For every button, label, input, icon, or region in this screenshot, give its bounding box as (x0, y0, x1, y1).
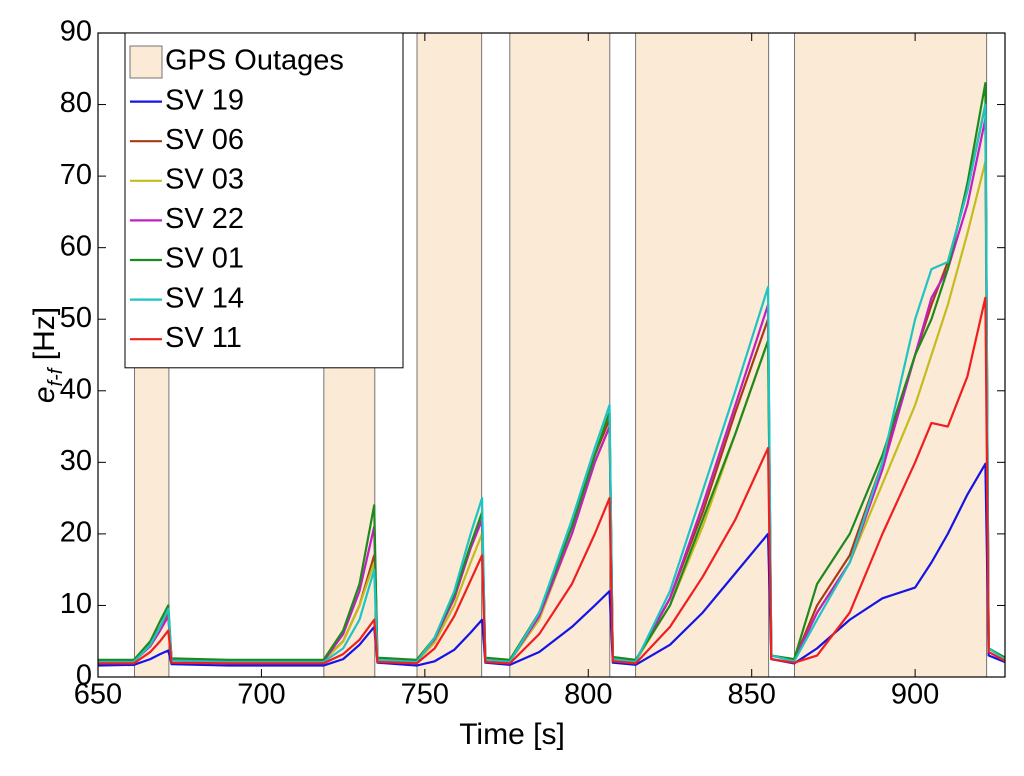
legend-label: SV 22 (165, 203, 244, 235)
plot-frame (97, 32, 1006, 678)
y-tick-label: 20 (60, 517, 92, 549)
legend-label: SV 19 (165, 84, 244, 116)
x-tick-label: 800 (564, 679, 612, 711)
axes: 650 700 750 800 850 900 0 10 20 30 40 50 60 70 80 90 (60, 16, 1006, 711)
legend-label: GPS Outages (165, 45, 344, 77)
legend-swatch (129, 45, 163, 79)
outage-region (416, 32, 483, 678)
y-tick-label: 40 (60, 373, 92, 405)
legend-label: SV 03 (165, 163, 244, 195)
x-tick-label: 900 (891, 679, 939, 711)
series-line (98, 81, 1005, 661)
lines (98, 81, 1005, 667)
x-tick-label: 650 (74, 679, 122, 711)
outage-region (509, 32, 611, 678)
x-axis-label: Time [s] (459, 718, 565, 751)
series-line (98, 296, 1005, 665)
legend: GPS Outages SV 19 SV 06 SV 03 SV 22 SV 01 SV 1… (124, 32, 404, 369)
legend-label: SV 14 (165, 282, 244, 314)
outage-regions (134, 32, 988, 678)
outage-region (635, 32, 770, 678)
y-tick-label: 80 (60, 87, 92, 119)
y-label-unit: [Hz] (28, 307, 61, 369)
y-tick-label: 90 (60, 16, 92, 48)
y-tick-label: 60 (60, 230, 92, 262)
legend-label: SV 06 (165, 124, 244, 156)
y-label-subscript: f-f (45, 366, 67, 386)
legend-box (124, 32, 404, 369)
y-tick-label: 50 (60, 302, 92, 334)
x-tick-label: 850 (727, 679, 775, 711)
y-label-base: e (28, 386, 61, 403)
legend-label: SV 01 (165, 243, 244, 275)
y-tick-label: 70 (60, 159, 92, 191)
outage-region (794, 32, 988, 678)
y-tick-label: 10 (60, 588, 92, 620)
y-tick-label: 30 (60, 445, 92, 477)
series-line (98, 462, 1005, 667)
x-tick-label: 750 (401, 679, 449, 711)
y-tick-label: 0 (76, 660, 92, 692)
series-line (98, 103, 1005, 664)
legend-label: SV 11 (165, 322, 242, 354)
x-tick-label: 700 (237, 679, 285, 711)
y-axis-label: ef-f [Hz] (28, 307, 67, 403)
